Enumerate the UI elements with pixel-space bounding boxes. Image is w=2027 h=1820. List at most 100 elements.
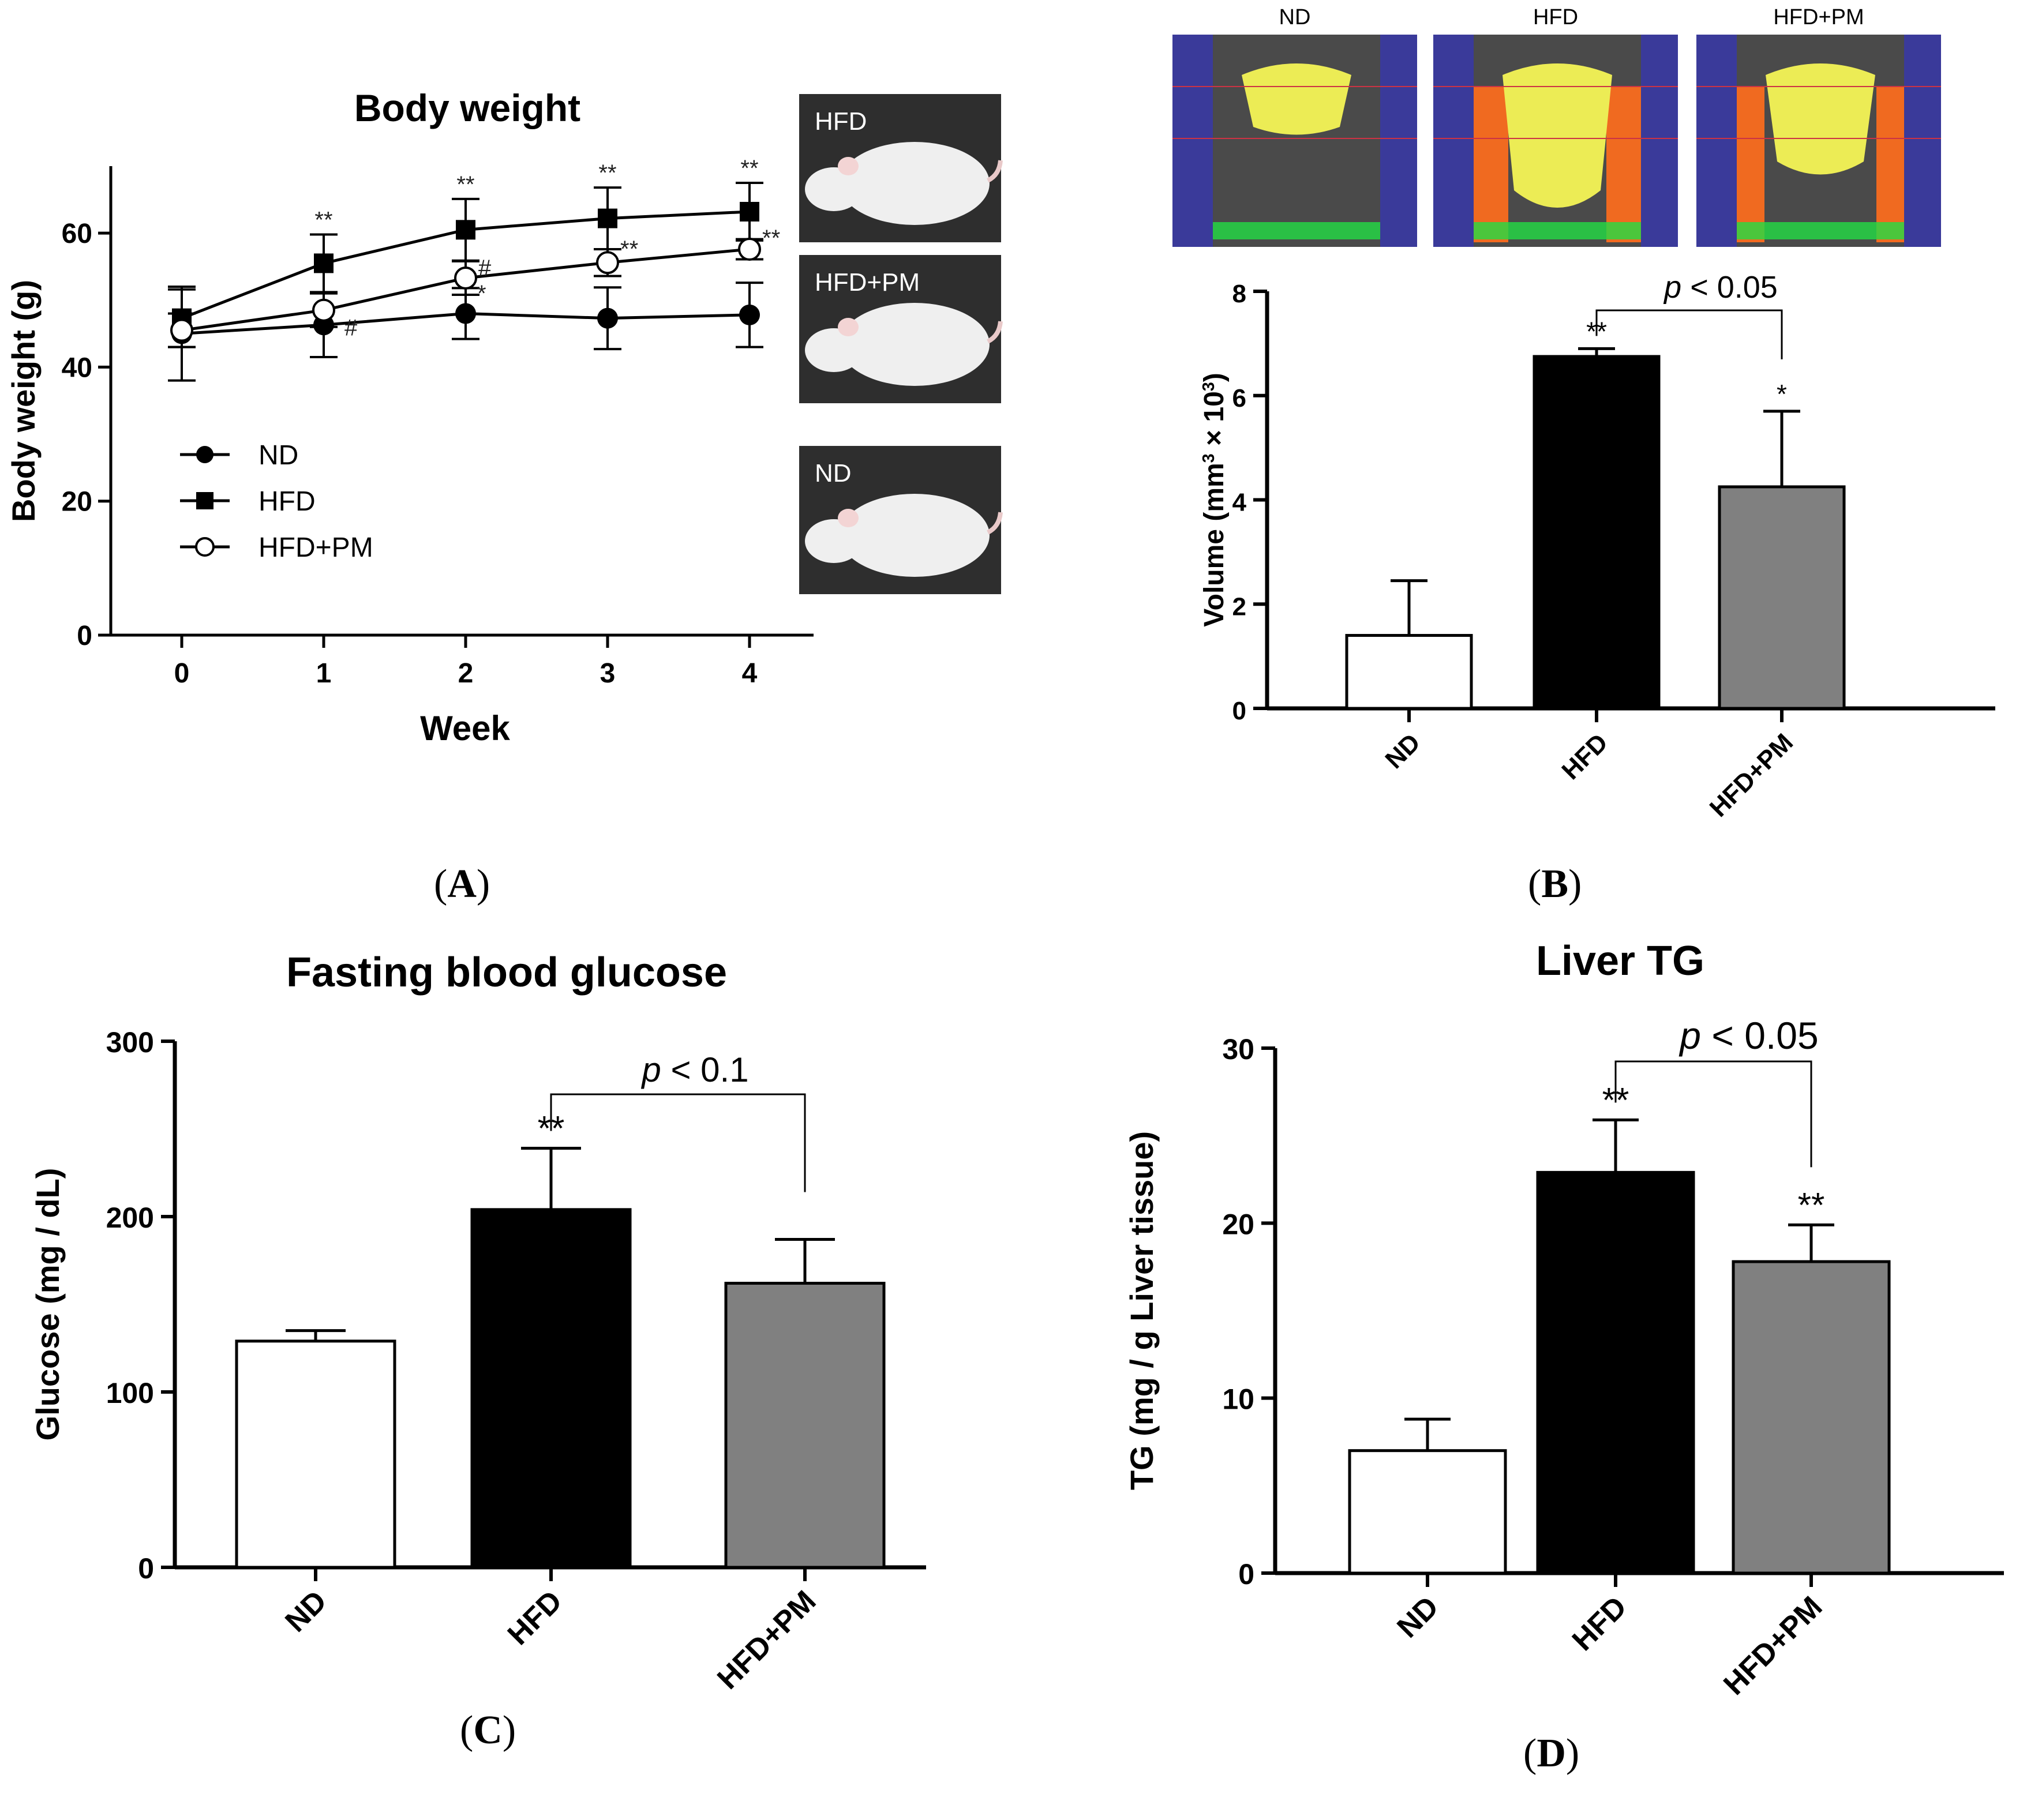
y-axis-label-part: × 10 bbox=[1199, 391, 1230, 453]
significance-label: ** bbox=[1798, 1185, 1825, 1224]
ct-scan-hfd: HFD bbox=[1433, 5, 1678, 247]
mouse-photo-hfd: HFD bbox=[799, 94, 1003, 242]
p-symbol: p bbox=[640, 1050, 661, 1089]
photo-label: ND bbox=[815, 459, 852, 487]
scan-fat-left bbox=[1474, 87, 1508, 242]
x-axis-label: Week bbox=[420, 709, 510, 748]
scan-label: HFD bbox=[1533, 5, 1578, 29]
category-label: HFD bbox=[1566, 1590, 1633, 1657]
category-label: ND bbox=[279, 1584, 333, 1638]
data-point bbox=[596, 251, 619, 275]
y-tick-label: 60 bbox=[62, 219, 92, 249]
y-tick-label: 100 bbox=[106, 1377, 154, 1409]
category-label: HFD bbox=[501, 1584, 569, 1652]
data-point bbox=[598, 208, 617, 228]
y-tick-label: 0 bbox=[1232, 697, 1246, 725]
y-tick-label: 200 bbox=[106, 1202, 154, 1234]
significance-label: ** bbox=[456, 172, 474, 197]
significance-label: ** bbox=[762, 226, 780, 251]
mouse-head bbox=[805, 167, 863, 211]
x-tick-label: 0 bbox=[174, 658, 190, 689]
mouse-body bbox=[840, 494, 990, 577]
ct-scan-hfd-pm: HFD+PM bbox=[1696, 5, 1941, 247]
legend-item-hfd-pm: HFD+PM bbox=[180, 532, 373, 563]
bar-hfd bbox=[1533, 355, 1661, 710]
data-point bbox=[454, 266, 477, 290]
scan-fat-right bbox=[1876, 87, 1904, 242]
y-axis-label: Glucose (mg / dL) bbox=[29, 1168, 66, 1441]
mouse-ear bbox=[838, 157, 859, 175]
legend-marker bbox=[196, 446, 213, 463]
y-tick-label: 300 bbox=[106, 1026, 154, 1059]
y-tick-label: 20 bbox=[1222, 1208, 1254, 1240]
mouse-photo-nd: ND bbox=[799, 446, 1003, 594]
bracket-line bbox=[1614, 1060, 1812, 1168]
scan-subcutaneous bbox=[1474, 222, 1641, 239]
data-point bbox=[312, 298, 335, 322]
data-point bbox=[739, 304, 760, 325]
category-label: HFD+PM bbox=[1717, 1590, 1829, 1701]
y-axis-label-part: 3 bbox=[1200, 382, 1218, 391]
y-tick-label: 30 bbox=[1222, 1033, 1254, 1065]
y-tick-label: 40 bbox=[62, 352, 92, 383]
significance-label: # bbox=[478, 256, 492, 281]
chart-title: Body weight bbox=[354, 87, 580, 129]
photo-label: HFD+PM bbox=[815, 268, 920, 297]
panel-label-c: (C) bbox=[460, 1708, 516, 1753]
panel-b-ct-scans: ND HFD HFD+PM bbox=[1172, 5, 1941, 247]
legend-item-hfd: HFD bbox=[180, 486, 316, 517]
mouse-ear bbox=[838, 318, 859, 336]
bracket-label: p < 0.05 bbox=[1663, 270, 1778, 305]
category-label: ND bbox=[1380, 728, 1426, 774]
category-label: HFD+PM bbox=[711, 1584, 822, 1695]
panel-label-b: (B) bbox=[1528, 862, 1582, 906]
panel-label-a: (A) bbox=[434, 862, 490, 906]
bar-nd bbox=[1348, 1449, 1507, 1575]
significance-bracket: p < 0.1 bbox=[550, 1050, 806, 1192]
scan-fat-right bbox=[1606, 87, 1641, 242]
y-tick-label: 6 bbox=[1232, 384, 1246, 412]
series-hfd bbox=[168, 182, 763, 348]
ct-scan-nd: ND bbox=[1172, 5, 1417, 247]
scan-visceral-fat bbox=[1503, 63, 1612, 208]
panel-label-d: (D) bbox=[1523, 1731, 1580, 1776]
legend-label: ND bbox=[258, 440, 298, 471]
legend: ND HFD HFD+PM bbox=[180, 440, 373, 563]
y-axis-label: Volume (mm3 × 103) bbox=[1199, 373, 1230, 627]
mouse-head bbox=[805, 519, 863, 563]
data-point bbox=[597, 307, 618, 329]
significance-label: ** bbox=[598, 160, 616, 186]
y-tick-label: 8 bbox=[1232, 280, 1246, 308]
y-tick-label: 0 bbox=[77, 621, 92, 651]
data-point bbox=[455, 303, 476, 324]
category-label: HFD bbox=[1556, 728, 1613, 785]
scan-fat-left bbox=[1737, 87, 1764, 242]
legend-marker bbox=[196, 492, 213, 509]
legend-marker bbox=[195, 537, 215, 557]
p-symbol: p bbox=[1678, 1014, 1701, 1057]
panel-a-body-weight-chart: Body weight 0 20 40 60 0 1 2 3 4 Week Body weight (… bbox=[5, 87, 814, 748]
chart-title: Fasting blood glucose bbox=[286, 950, 727, 996]
bar-nd bbox=[1345, 633, 1473, 710]
scan-label: ND bbox=[1279, 5, 1311, 29]
bracket-label: p < 0.1 bbox=[640, 1050, 748, 1089]
significance-label: # bbox=[344, 316, 358, 341]
mouse-photo-hfd-pm: HFD+PM bbox=[799, 255, 1003, 403]
bar-hfd-pm bbox=[724, 1282, 886, 1569]
scan-visceral-fat bbox=[1242, 63, 1351, 135]
x-tick-label: 1 bbox=[316, 658, 332, 689]
y-axis-label-part: Volume (mm bbox=[1199, 463, 1230, 626]
y-tick-label: 20 bbox=[62, 487, 92, 517]
scan-label: HFD+PM bbox=[1773, 5, 1864, 29]
significance-label: * bbox=[477, 281, 486, 306]
series-hfd-pm bbox=[168, 238, 763, 348]
significance-label: ** bbox=[314, 207, 332, 232]
y-axis-label: Body weight (g) bbox=[5, 280, 42, 522]
scan-visceral-fat bbox=[1766, 63, 1875, 175]
bracket-label: p < 0.05 bbox=[1678, 1014, 1818, 1057]
significance-label: ** bbox=[740, 156, 758, 181]
data-point bbox=[456, 220, 475, 240]
